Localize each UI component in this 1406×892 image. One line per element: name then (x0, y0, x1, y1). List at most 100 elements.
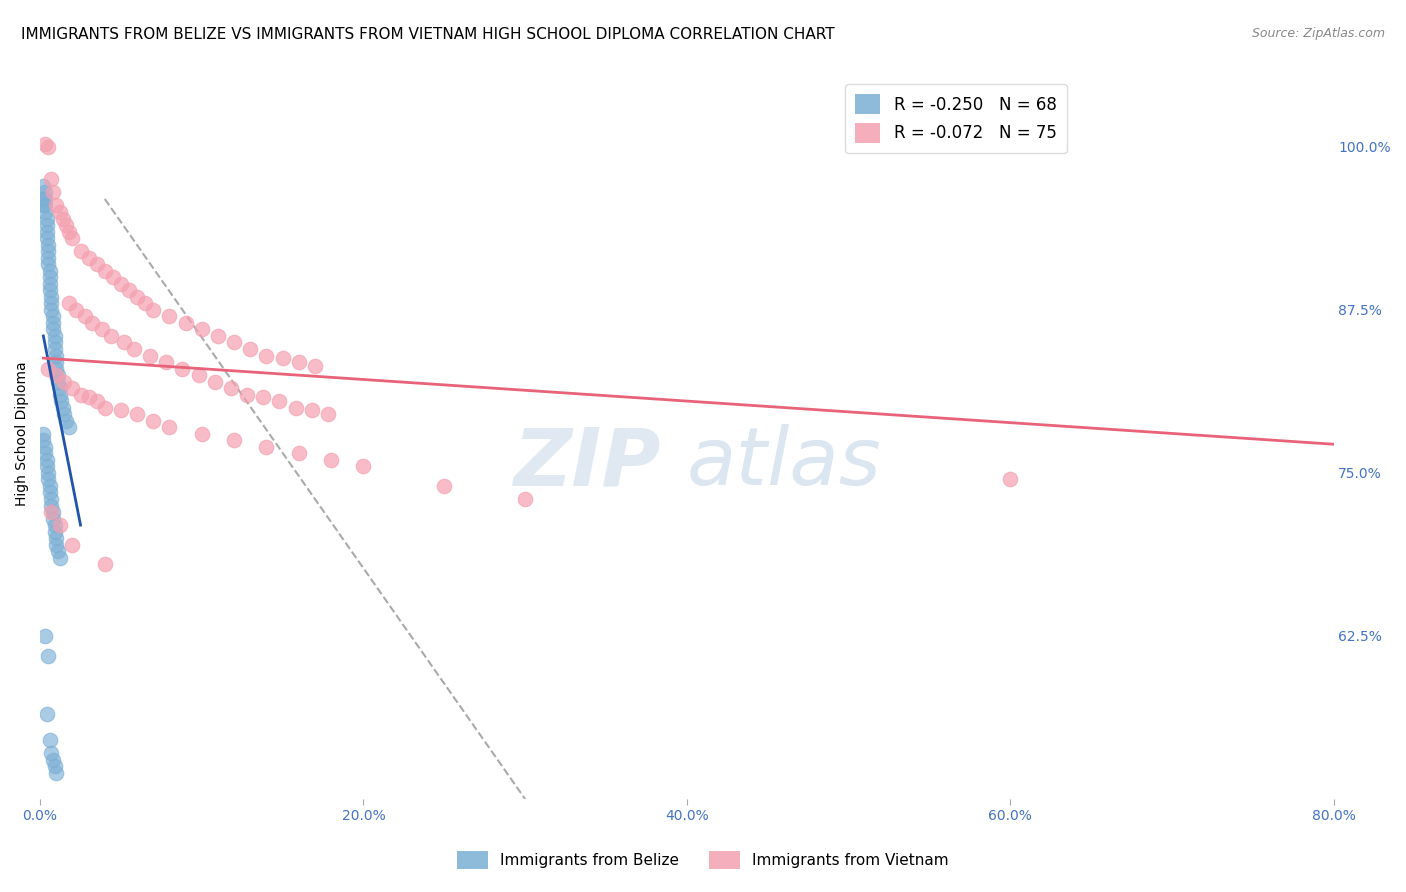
Point (207, 329, 229, 343)
Point (252, 390, 274, 404)
Point (127, 290, 149, 304)
Point (35, 459, 58, 474)
Point (44, 335, 66, 350)
Point (52, 211, 75, 226)
Point (321, 453, 343, 467)
Point (58, 225, 80, 239)
Point (35, 231, 58, 245)
Point (45, 198, 67, 212)
Point (100, 329, 122, 343)
Point (127, 407, 149, 421)
Point (34, 440, 56, 454)
Point (45, 766, 67, 780)
Point (46, 544, 69, 558)
Point (44, 524, 66, 539)
Point (52, 401, 75, 415)
Point (53, 375, 76, 389)
Point (37, 244, 59, 259)
Y-axis label: High School Diploma: High School Diploma (15, 361, 30, 506)
Point (55, 218, 77, 232)
Point (191, 322, 214, 336)
Point (219, 381, 242, 395)
Legend: Immigrants from Belize, Immigrants from Vietnam: Immigrants from Belize, Immigrants from … (451, 845, 955, 875)
Point (49, 394, 72, 409)
Point (304, 359, 326, 373)
Point (101, 270, 124, 285)
Point (34, 629, 56, 643)
Point (37, 251, 59, 265)
Point (236, 387, 259, 401)
Point (269, 394, 291, 409)
Point (35, 225, 58, 239)
Point (46, 375, 69, 389)
Point (118, 283, 141, 297)
Point (65, 302, 87, 317)
Point (998, 473, 1021, 487)
Point (187, 368, 209, 383)
Point (41, 172, 63, 186)
Point (45, 368, 67, 383)
Point (41, 499, 63, 513)
Point (34, 205, 56, 219)
Point (34, 186, 56, 200)
Text: ZIP: ZIP (513, 424, 661, 502)
Point (86, 394, 108, 409)
Point (90, 322, 112, 336)
Point (122, 342, 145, 356)
Point (159, 310, 181, 324)
Point (34, 198, 56, 212)
Point (155, 355, 177, 369)
Point (69, 387, 91, 401)
Point (41, 505, 63, 519)
Point (256, 440, 278, 454)
Point (353, 459, 375, 474)
Point (42, 511, 65, 525)
Point (433, 479, 456, 493)
Point (316, 407, 339, 421)
Point (288, 446, 311, 460)
Point (37, 473, 59, 487)
Point (513, 491, 536, 506)
Point (42, 505, 65, 519)
Point (69, 244, 91, 259)
Point (45, 355, 67, 369)
Point (44, 759, 66, 773)
Point (32, 426, 55, 441)
Point (288, 355, 311, 369)
Point (35, 707, 58, 722)
Point (38, 733, 60, 747)
Point (53, 407, 76, 421)
Point (45, 538, 67, 552)
Point (37, 140, 59, 154)
Point (94, 401, 117, 415)
Point (159, 420, 181, 434)
Point (38, 479, 60, 493)
Point (37, 648, 59, 663)
Point (62, 381, 84, 395)
Point (75, 310, 97, 324)
Point (48, 518, 70, 533)
Point (172, 361, 194, 376)
Point (32, 192, 55, 206)
Point (62, 231, 84, 245)
Point (58, 420, 80, 434)
Point (48, 387, 70, 401)
Text: Source: ZipAtlas.com: Source: ZipAtlas.com (1251, 27, 1385, 40)
Point (112, 335, 135, 350)
Point (42, 186, 65, 200)
Point (42, 753, 65, 767)
Point (37, 466, 59, 480)
Point (271, 351, 294, 365)
Point (94, 558, 117, 572)
Point (239, 342, 262, 356)
Point (134, 296, 156, 310)
Point (110, 277, 132, 291)
Point (94, 264, 117, 278)
Point (45, 349, 67, 363)
Point (41, 296, 63, 310)
Point (35, 218, 58, 232)
Point (37, 257, 59, 271)
Point (42, 310, 65, 324)
Point (44, 518, 66, 533)
Point (62, 538, 84, 552)
